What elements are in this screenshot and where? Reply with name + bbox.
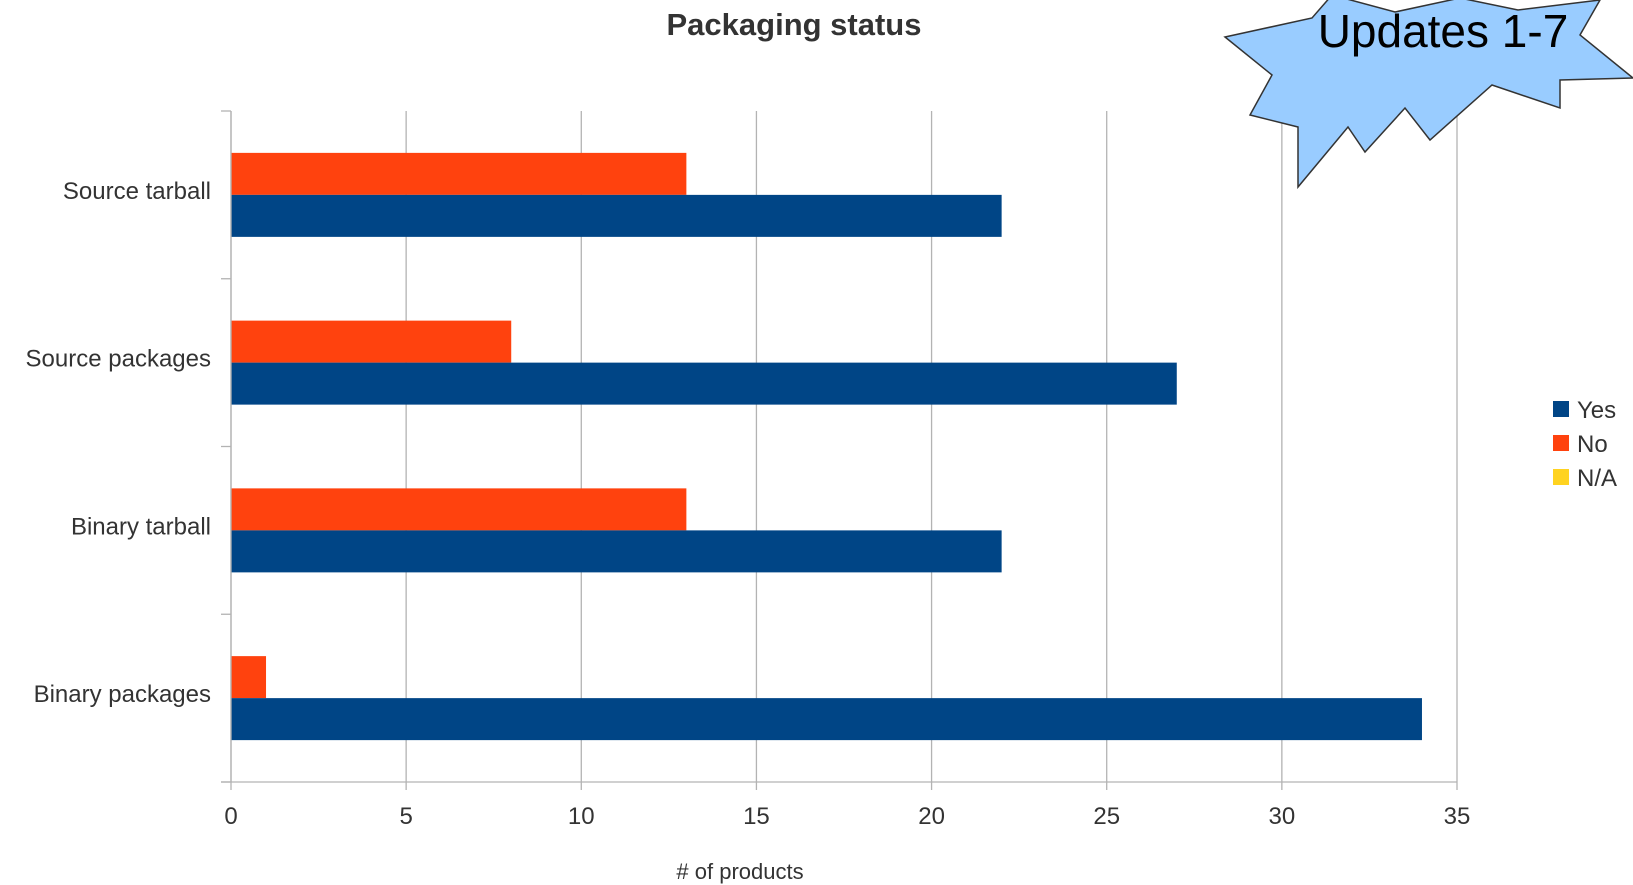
legend: Yes No N/A	[1553, 397, 1617, 492]
bar-layer	[231, 152, 1422, 741]
legend-swatch-0	[1553, 401, 1569, 417]
badge-label: Updates 1-7	[1318, 5, 1569, 57]
bar-no-2	[231, 488, 687, 531]
bar-yes-3	[231, 698, 1422, 741]
bar-no-3	[231, 656, 267, 699]
x-tick-label-6: 30	[1269, 803, 1296, 830]
x-tick-label-2: 10	[568, 803, 595, 830]
category-label-2: Binary tarball	[71, 513, 211, 540]
legend-swatch-1	[1553, 435, 1569, 451]
x-tick-label-3: 15	[743, 803, 770, 830]
starburst-shape	[1223, 0, 1633, 190]
legend-label-1: No	[1577, 431, 1608, 458]
bar-yes-0	[231, 194, 1002, 237]
label-layer: 0 5 10 15 20 25 30 35 Source tarball Source packa…	[26, 178, 1471, 830]
legend-swatch-2	[1553, 469, 1569, 485]
x-tick-label-1: 5	[399, 803, 412, 830]
bar-yes-1	[231, 362, 1177, 405]
axis-layer	[221, 110, 1457, 783]
legend-label-0: Yes	[1577, 397, 1616, 424]
x-tick-label-7: 35	[1444, 803, 1471, 830]
legend-label-2: N/A	[1577, 465, 1617, 492]
bar-no-1	[231, 320, 512, 363]
category-label-1: Source packages	[26, 346, 211, 373]
x-axis-title: # of products	[676, 859, 803, 884]
x-tick-label-5: 25	[1093, 803, 1120, 830]
x-tick-label-0: 0	[224, 803, 237, 830]
bar-no-0	[231, 152, 687, 195]
category-label-3: Binary packages	[34, 681, 211, 708]
x-tick-label-4: 20	[918, 803, 945, 830]
updates-badge: Updates 1-7	[1223, 0, 1633, 190]
chart-title: Packaging status	[667, 7, 922, 42]
category-label-0: Source tarball	[63, 178, 211, 205]
bar-yes-2	[231, 530, 1002, 573]
